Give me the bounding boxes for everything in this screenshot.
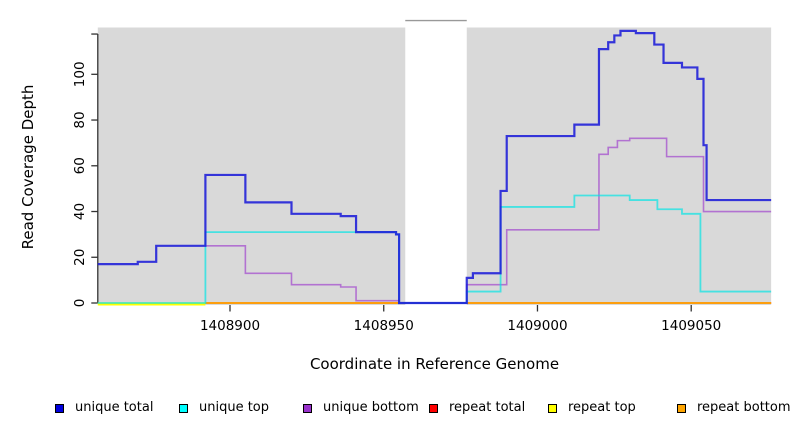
y-axis-tick-label: 100 xyxy=(72,61,88,87)
series-unique_bottom-line xyxy=(205,137,772,304)
legend-swatch-unique-total xyxy=(55,403,64,413)
legend-label: repeat bottom xyxy=(697,400,791,415)
legend-label: repeat top xyxy=(568,400,636,415)
y-axis-tick-label: 80 xyxy=(72,111,88,128)
coverage-gap-region xyxy=(405,20,467,305)
legend-label: unique total xyxy=(75,400,154,415)
legend-swatch-repeat-bottom xyxy=(677,403,686,413)
legend-swatch-unique-bottom xyxy=(303,403,312,413)
y-axis-tick-label: 60 xyxy=(72,157,88,174)
legend-item-repeat-total: repeat total xyxy=(429,399,525,417)
legend-label: unique bottom xyxy=(323,400,419,415)
legend-item-repeat-bottom: repeat bottom xyxy=(677,399,791,417)
legend-label: repeat total xyxy=(449,400,526,415)
y-axis-tick-label: 0 xyxy=(72,299,88,308)
legend-item-repeat-top: repeat top xyxy=(548,399,636,417)
y-axis-tick-label: 20 xyxy=(72,249,88,266)
y-axis-tick-label: 40 xyxy=(72,203,88,220)
legend-swatch-repeat-total xyxy=(429,403,438,413)
chart-legend: unique total unique top unique bottom repea… xyxy=(0,399,792,419)
legend-item-unique-total: unique total xyxy=(55,399,153,417)
x-axis-tick-label: 1408900 xyxy=(200,318,260,334)
y-axis-title: Read Coverage Depth xyxy=(19,84,37,250)
legend-label: unique top xyxy=(199,400,270,415)
legend-item-unique-top: unique top xyxy=(179,399,269,417)
series-unique_total-line xyxy=(97,29,772,305)
legend-swatch-repeat-top xyxy=(548,403,557,413)
x-axis-tick-label: 1409050 xyxy=(661,318,721,334)
x-axis-title: Coordinate in Reference Genome xyxy=(309,355,560,373)
legend-swatch-unique-top xyxy=(179,403,188,413)
x-axis-tick-label: 1409000 xyxy=(507,318,567,334)
legend-item-unique-bottom: unique bottom xyxy=(303,399,419,417)
x-axis-tick-label: 1408950 xyxy=(354,318,414,334)
